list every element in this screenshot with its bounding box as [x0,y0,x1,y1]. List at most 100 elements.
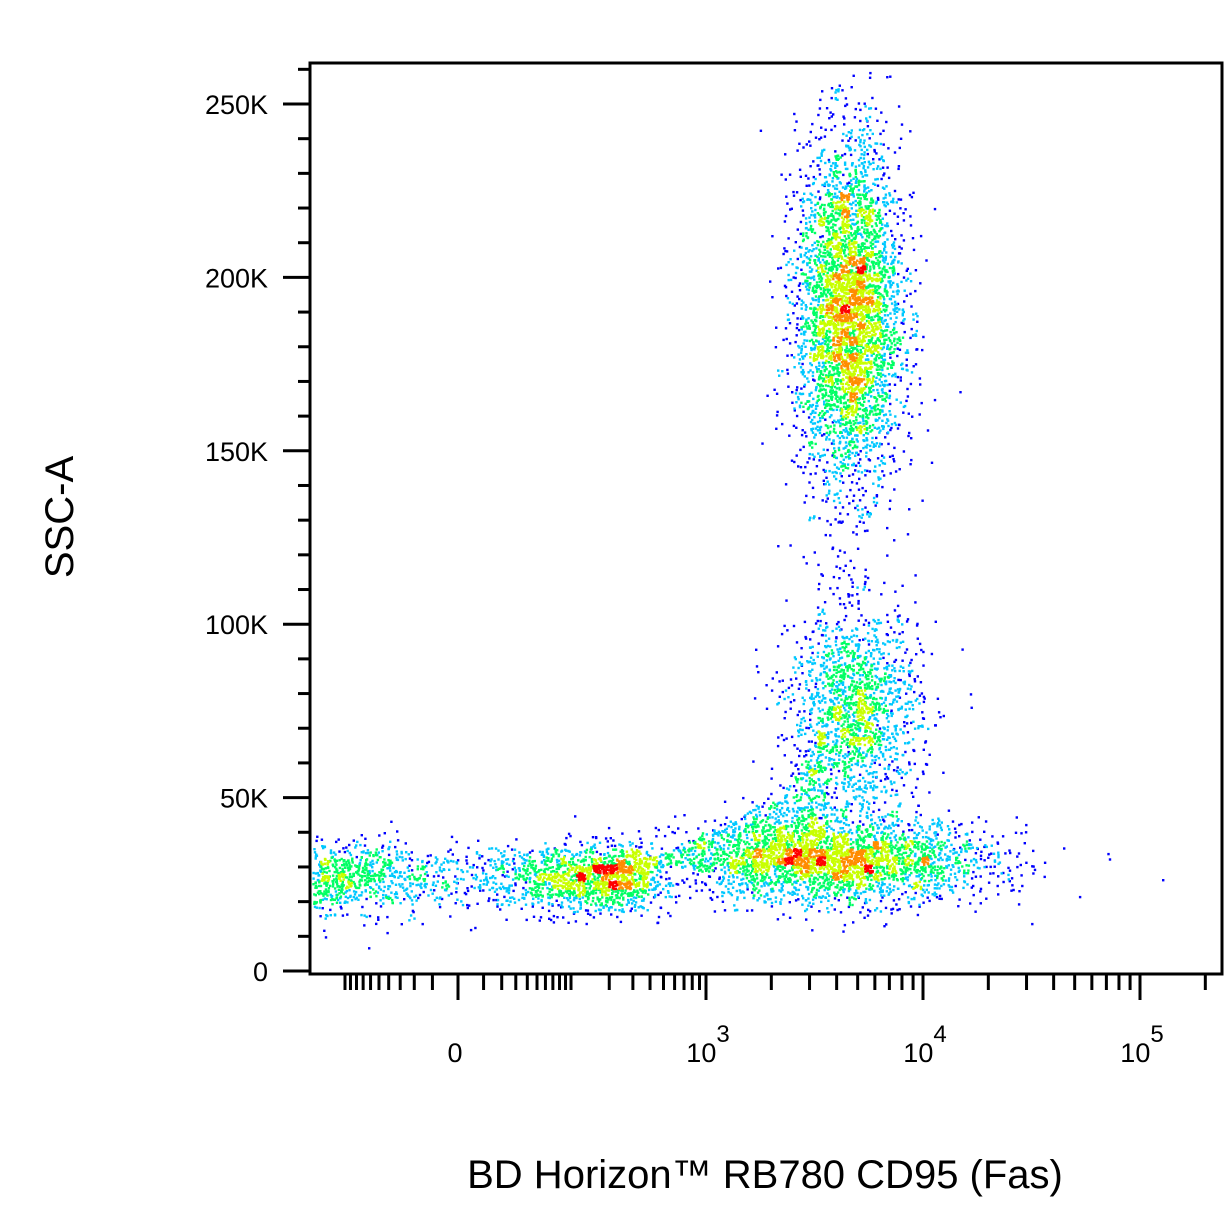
event-dot [784,153,787,156]
event-dot [896,347,899,350]
event-dot [466,887,469,890]
event-dot [319,890,322,893]
event-dot [437,874,440,878]
event-dot [401,883,404,886]
event-dot [466,903,469,907]
event-dot [979,890,982,893]
event-dot [752,883,755,886]
event-dot [913,854,917,858]
event-dot [664,895,667,899]
event-dot [807,892,811,896]
event-dot [809,404,812,407]
event-dot [835,796,838,799]
event-dot [868,137,871,140]
event-dot [879,890,882,894]
event-dot [911,738,915,741]
event-dot [872,500,876,504]
event-dot [410,859,414,862]
event-dot [875,376,878,379]
event-dot [950,843,953,847]
event-dot [881,896,884,899]
event-dot [487,858,490,862]
event-dot [902,832,905,836]
event-dot [797,888,801,892]
event-dot [826,820,829,823]
event-dot [769,826,772,829]
event-dot [895,789,898,793]
event-dot [832,758,836,762]
event-dot [366,883,369,886]
event-dot [627,898,630,902]
event-dot [844,452,847,455]
event-dot [883,245,887,248]
event-dot [903,721,906,724]
event-dot [409,914,413,917]
event-dot [897,772,901,775]
event-dot [517,898,521,902]
event-dot [368,914,372,918]
event-dot [900,123,904,126]
event-dot [622,910,625,914]
event-dot [839,512,842,515]
event-dot [923,879,927,883]
event-dot [831,808,834,811]
event-dot [319,900,322,903]
event-dot [958,869,961,872]
event-dot [548,890,551,894]
event-dot [804,750,808,753]
event-dot [1017,852,1021,855]
event-dot [863,139,866,142]
event-dot [778,695,781,698]
event-dot [493,859,496,863]
event-dot [411,882,415,886]
event-dot [674,815,677,818]
event-dot [821,384,824,388]
event-dot [867,649,870,653]
event-dot [865,753,868,756]
event-dot [572,911,576,914]
event-dot [360,834,363,837]
event-dot [877,478,881,481]
event-dot [841,690,844,694]
event-dot [784,796,787,800]
event-dot [852,499,855,503]
event-dot [775,392,779,395]
event-dot [837,762,840,765]
event-dot [500,860,504,863]
event-dot [915,875,918,878]
event-dot [882,174,885,177]
event-dot [870,887,873,890]
event-dot [913,762,916,766]
event-dot [888,883,891,886]
event-dot [783,717,786,720]
event-dot [800,662,804,666]
event-dot [972,893,975,897]
event-dot [880,111,883,114]
event-dot [884,258,887,262]
event-dot [909,382,913,386]
event-dot [1008,880,1011,883]
event-dot [714,846,717,849]
event-dot [832,113,835,116]
event-dot [939,716,942,719]
event-dot [546,868,550,871]
event-dot [834,150,837,153]
event-dot [889,339,892,343]
event-dot [963,844,966,848]
event-dot [842,785,845,789]
event-dot [864,358,868,361]
event-dot [872,482,875,485]
event-dot [701,854,704,858]
event-dot [796,821,800,824]
event-dot [448,868,451,871]
event-dot [809,420,813,424]
event-dot [718,882,721,886]
event-dot [773,822,777,825]
event-dot [585,848,589,852]
event-dot [337,888,341,891]
event-dot [359,874,362,877]
event-dot [860,153,863,156]
event-dot [917,725,920,728]
event-dot [880,155,884,158]
event-dot [752,809,755,812]
